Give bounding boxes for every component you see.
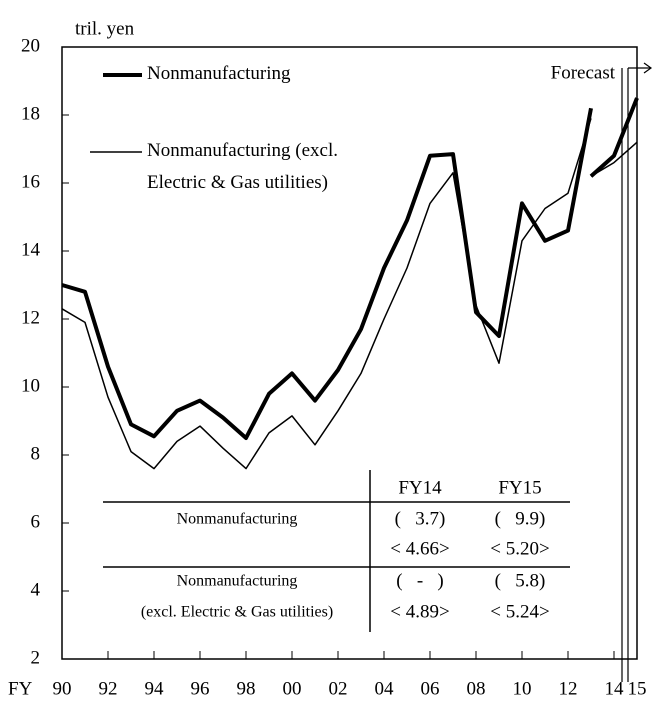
y-tick-label: 14	[21, 239, 41, 260]
x-tick-label: 04	[375, 678, 395, 699]
table-cell: ( 5.8)	[495, 570, 546, 591]
y-tick-label: 18	[21, 103, 40, 124]
y-tick-label: 8	[31, 443, 41, 464]
x-axis-label: FY	[8, 678, 33, 699]
y-tick-label: 4	[31, 579, 41, 600]
table-cell: ( 3.7)	[395, 508, 446, 529]
table-cell: < 4.66>	[390, 538, 449, 559]
y-tick-label: 16	[21, 171, 40, 192]
table-row-label: Nonmanufacturing	[177, 511, 298, 528]
line-series	[61, 118, 638, 470]
x-tick-label: 98	[237, 678, 256, 699]
x-tick-label: 94	[145, 678, 165, 699]
y-tick-label: 2	[31, 647, 41, 668]
y-tick-label: 20	[21, 35, 40, 56]
y-tick-label: 6	[31, 511, 41, 532]
table-cell: < 5.20>	[490, 538, 549, 559]
line-series	[61, 97, 639, 440]
table-cell: ( 9.9)	[495, 508, 546, 529]
table-row-label: (excl. Electric & Gas utilities)	[141, 604, 333, 621]
y-axis-label: tril. yen	[75, 18, 135, 39]
plot-frame	[61, 46, 638, 660]
x-tick-label: 02	[329, 678, 348, 699]
y-tick-label: 10	[21, 375, 40, 396]
table-header: FY14	[398, 477, 442, 498]
x-tick-label: 08	[467, 678, 486, 699]
table-cell: ( - )	[396, 570, 443, 591]
legend-label: Nonmanufacturing	[147, 63, 291, 84]
forecast-label: Forecast	[551, 62, 616, 83]
y-tick-label: 12	[21, 307, 40, 328]
x-tick-label: 90	[53, 678, 72, 699]
table-row-label: Nonmanufacturing	[177, 573, 298, 590]
x-tick-label: 06	[421, 678, 440, 699]
x-tick-label: 96	[191, 678, 210, 699]
x-tick-label: 14	[605, 678, 625, 699]
table-cell: < 5.24>	[490, 601, 549, 622]
legend-label: Nonmanufacturing (excl. Electric & Gas ut…	[147, 140, 338, 193]
x-tick-label: 12	[559, 678, 578, 699]
x-tick-label: 10	[513, 678, 532, 699]
table-header: FY15	[498, 477, 541, 498]
forecast-arrow-head	[643, 62, 653, 74]
x-tick-label: 15	[628, 678, 647, 699]
x-tick-label: 92	[99, 678, 118, 699]
x-tick-label: 00	[283, 678, 302, 699]
table-cell: < 4.89>	[390, 601, 449, 622]
